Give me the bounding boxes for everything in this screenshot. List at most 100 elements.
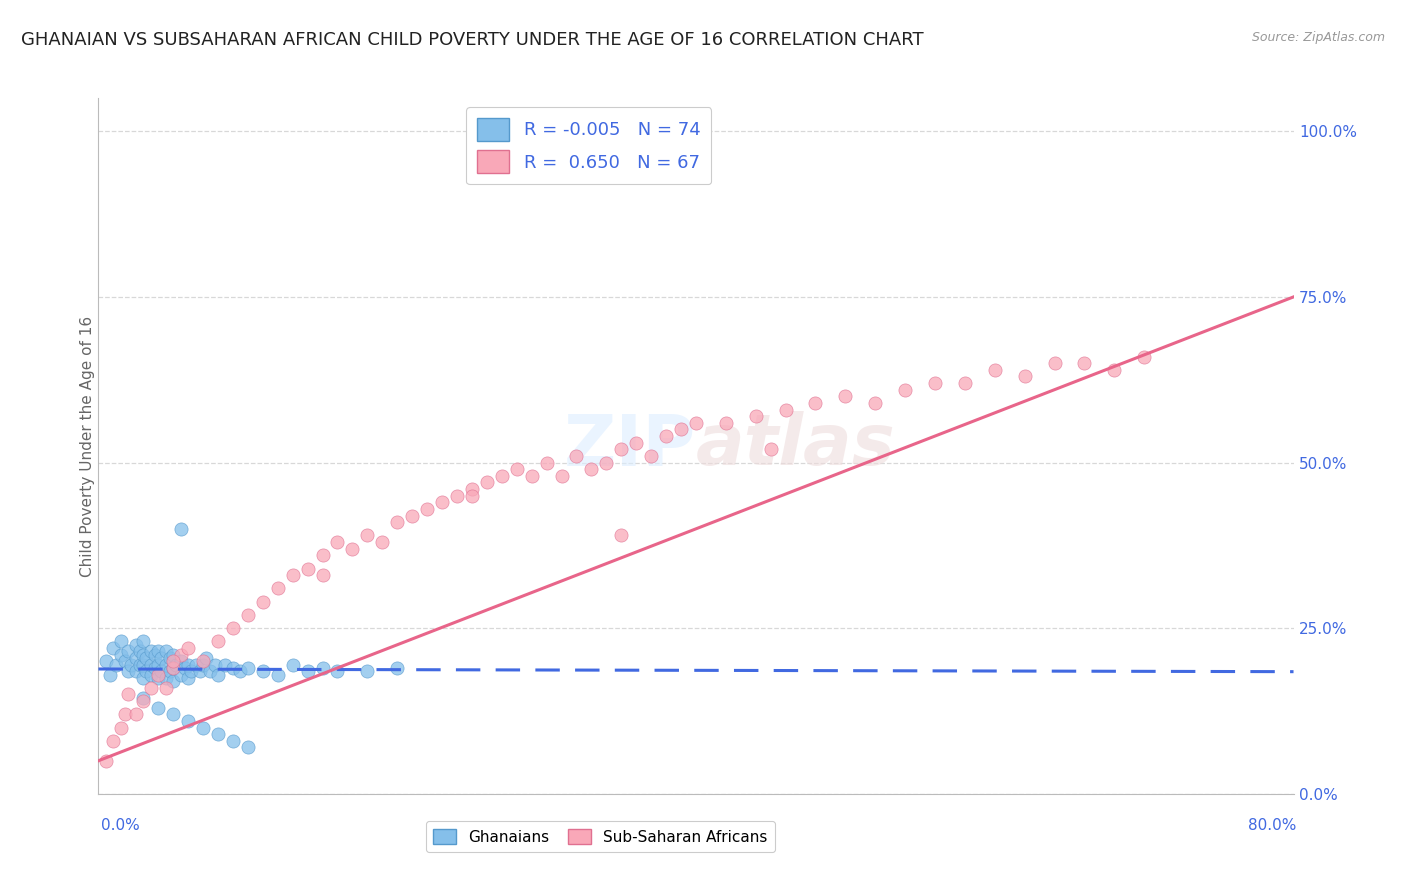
Point — [865, 396, 887, 410]
Point — [132, 648, 155, 662]
Point — [430, 495, 453, 509]
Point — [110, 721, 132, 735]
Text: atlas: atlas — [696, 411, 896, 481]
Point — [135, 665, 157, 679]
Point — [236, 740, 259, 755]
Text: Source: ZipAtlas.com: Source: ZipAtlas.com — [1251, 31, 1385, 45]
Point — [207, 634, 229, 648]
Point — [834, 389, 856, 403]
Point — [267, 582, 290, 596]
Text: 0.0%: 0.0% — [101, 818, 141, 832]
Point — [1073, 356, 1095, 370]
Point — [446, 489, 468, 503]
Point — [1014, 369, 1036, 384]
Point — [804, 396, 827, 410]
Point — [110, 648, 132, 662]
Point — [207, 667, 229, 681]
Point — [311, 661, 333, 675]
Point — [177, 641, 200, 656]
Point — [894, 383, 917, 397]
Point — [1133, 350, 1156, 364]
Point — [640, 449, 662, 463]
Point — [169, 522, 191, 536]
Point — [214, 657, 236, 672]
Point — [236, 607, 259, 622]
Point — [311, 549, 333, 563]
Point — [371, 535, 394, 549]
Point — [924, 376, 946, 390]
Point — [207, 727, 229, 741]
Point — [565, 449, 588, 463]
Point — [155, 681, 177, 695]
Point — [155, 657, 177, 672]
Point — [281, 568, 304, 582]
Point — [103, 734, 125, 748]
Point — [162, 661, 184, 675]
Point — [162, 707, 184, 722]
Point — [204, 657, 226, 672]
Point — [1104, 363, 1126, 377]
Point — [356, 528, 378, 542]
Point — [159, 665, 181, 679]
Point — [520, 468, 543, 483]
Point — [125, 638, 148, 652]
Point — [326, 535, 349, 549]
Point — [581, 462, 603, 476]
Point — [669, 422, 692, 436]
Point — [222, 661, 245, 675]
Point — [297, 665, 319, 679]
Point — [714, 416, 737, 430]
Point — [94, 754, 117, 768]
Point — [150, 651, 173, 665]
Point — [148, 671, 170, 685]
Point — [610, 528, 633, 542]
Point — [416, 502, 439, 516]
Point — [150, 665, 173, 679]
Point — [953, 376, 976, 390]
Point — [297, 561, 319, 575]
Point — [155, 671, 177, 685]
Point — [281, 657, 304, 672]
Point — [139, 644, 162, 658]
Point — [169, 648, 191, 662]
Point — [143, 661, 166, 675]
Point — [132, 671, 155, 685]
Point — [775, 402, 797, 417]
Point — [148, 667, 170, 681]
Point — [139, 657, 162, 672]
Point — [550, 468, 572, 483]
Point — [139, 681, 162, 695]
Point — [162, 648, 184, 662]
Point — [129, 657, 152, 672]
Point — [125, 665, 148, 679]
Point — [94, 654, 117, 668]
Y-axis label: Child Poverty Under the Age of 16: Child Poverty Under the Age of 16 — [80, 316, 94, 576]
Point — [536, 456, 558, 470]
Point — [129, 644, 152, 658]
Point — [267, 667, 290, 681]
Point — [401, 508, 423, 523]
Point — [759, 442, 782, 457]
Point — [162, 674, 184, 689]
Point — [222, 621, 245, 635]
Point — [125, 707, 148, 722]
Point — [191, 654, 214, 668]
Point — [491, 468, 513, 483]
Point — [326, 665, 349, 679]
Point — [135, 651, 157, 665]
Point — [184, 657, 207, 672]
Point — [177, 657, 200, 672]
Point — [169, 654, 191, 668]
Point — [236, 661, 259, 675]
Point — [162, 654, 184, 668]
Point — [595, 456, 617, 470]
Point — [984, 363, 1007, 377]
Point — [143, 648, 166, 662]
Point — [252, 665, 274, 679]
Text: ZIP: ZIP — [564, 411, 696, 481]
Point — [174, 661, 197, 675]
Point — [461, 489, 484, 503]
Point — [132, 694, 155, 708]
Point — [229, 665, 252, 679]
Text: 80.0%: 80.0% — [1249, 818, 1296, 832]
